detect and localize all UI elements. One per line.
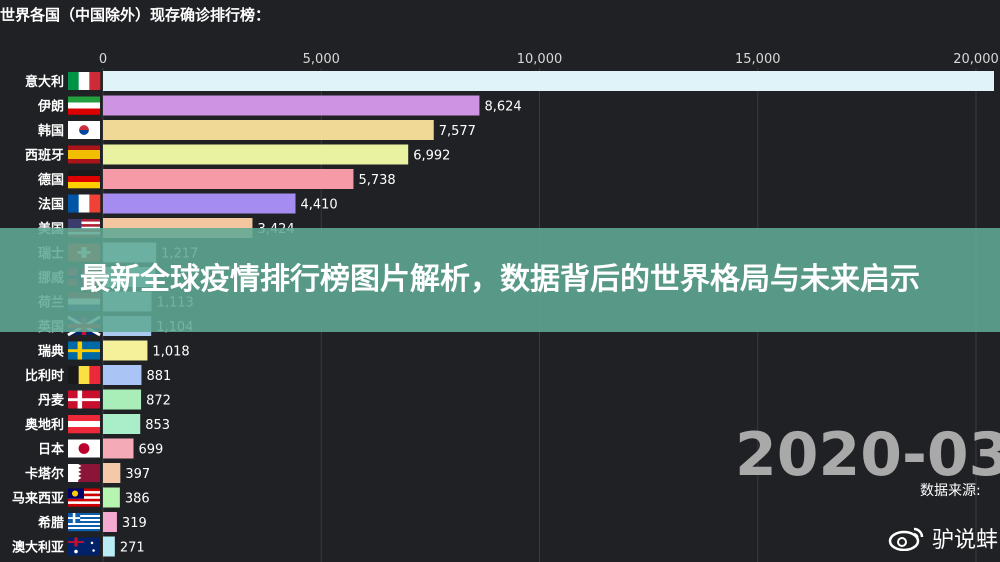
bar — [103, 512, 117, 532]
italy-flag-icon — [68, 72, 101, 90]
bar — [103, 120, 434, 140]
south-korea-flag-icon — [68, 121, 100, 139]
bar — [103, 71, 994, 91]
bar — [103, 144, 409, 165]
category-label: 伊朗 — [37, 99, 64, 115]
bar — [103, 193, 296, 214]
category-label: 马来西亚 — [12, 491, 64, 507]
value-label: 872 — [146, 394, 171, 409]
value-label: 7,577 — [439, 124, 476, 139]
x-tick-label: 0 — [99, 52, 107, 67]
watermark-text: 驴说蚌 — [932, 528, 999, 553]
overlay-title: 最新全球疫情排行榜图片解析，数据背后的世界格局与未来启示 — [80, 262, 920, 297]
value-label: 319 — [122, 516, 147, 531]
x-tick-label: 20,000 — [953, 52, 999, 67]
austria-flag-icon — [68, 415, 100, 434]
value-label: 699 — [139, 443, 164, 458]
title-overlay: 最新全球疫情排行榜图片解析，数据背后的世界格局与未来启示 — [0, 228, 1000, 332]
value-label: 6,992 — [413, 149, 450, 164]
category-label: 日本 — [38, 442, 64, 458]
x-tick-label: 15,000 — [735, 52, 781, 67]
value-label: 397 — [125, 467, 150, 482]
category-label: 丹麦 — [38, 393, 65, 409]
bar — [103, 340, 148, 361]
sweden-flag-icon — [68, 341, 100, 360]
bar — [103, 389, 142, 410]
value-label: 271 — [120, 541, 145, 556]
category-label: 澳大利亚 — [12, 540, 64, 556]
spain-flag-icon — [68, 145, 100, 164]
x-tick-label: 5,000 — [303, 52, 340, 67]
category-label: 卡塔尔 — [25, 466, 64, 482]
category-label: 韩国 — [38, 123, 64, 139]
bar — [103, 438, 134, 459]
value-label: 386 — [125, 492, 150, 507]
australia-flag-icon — [68, 537, 100, 556]
x-tick-label: 10,000 — [517, 52, 563, 67]
x-axis-ticks: 0 5,000 10,000 15,000 20,000 — [99, 52, 999, 67]
bars — [103, 71, 994, 557]
japan-flag-icon — [68, 439, 100, 458]
weibo-icon — [888, 527, 924, 551]
denmark-flag-icon — [68, 390, 100, 409]
category-label: 瑞典 — [38, 344, 64, 360]
source-label: 数据来源: — [920, 483, 981, 499]
bar — [103, 414, 141, 434]
value-label: 4,410 — [300, 198, 337, 213]
qatar-flag-icon — [68, 464, 100, 482]
category-label: 西班牙 — [25, 148, 64, 164]
bar — [103, 536, 115, 557]
value-label: 881 — [146, 369, 171, 384]
iran-flag-icon — [68, 96, 100, 115]
greece-flag-icon — [68, 513, 100, 532]
value-label: 1,018 — [152, 345, 189, 360]
category-label: 奥地利 — [25, 417, 64, 433]
date-label: 2020-03-1 — [735, 420, 1000, 490]
germany-flag-icon — [68, 170, 100, 189]
category-label: 希腊 — [38, 515, 64, 531]
category-label: 意大利 — [25, 74, 64, 90]
france-flag-icon — [68, 194, 101, 213]
bar — [103, 95, 480, 116]
watermark: 驴说蚌 — [888, 522, 998, 554]
bar — [103, 487, 120, 508]
belgium-flag-icon — [68, 366, 101, 384]
bar — [103, 463, 121, 483]
category-label: 比利时 — [25, 368, 64, 384]
category-label: 法国 — [38, 197, 64, 213]
value-label: 5,738 — [358, 173, 395, 188]
bar — [103, 365, 142, 385]
bar — [103, 169, 354, 189]
malaysia-flag-icon — [68, 488, 100, 507]
chart-title: 世界各国（中国除外）现存确诊排行榜： — [0, 6, 270, 24]
value-label: 853 — [145, 418, 170, 433]
category-label: 德国 — [38, 172, 64, 188]
value-label: 8,624 — [484, 100, 521, 115]
